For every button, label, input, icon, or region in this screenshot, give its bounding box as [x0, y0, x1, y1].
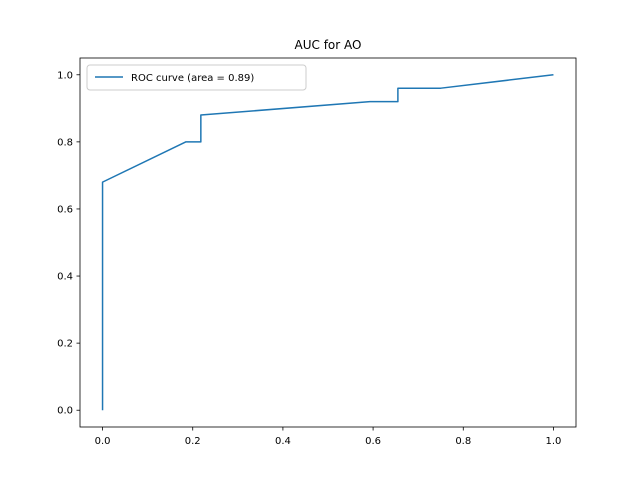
x-tick-label: 0.6: [365, 436, 381, 447]
legend-box: [86, 64, 307, 91]
legend: ROC curve (area = 0.89): [86, 64, 307, 91]
x-tick-label: 0.0: [95, 436, 111, 447]
x-tick-label: 0.8: [455, 436, 471, 447]
y-tick-label: 0.4: [57, 272, 73, 283]
x-tick-label: 0.4: [275, 436, 291, 447]
x-axis: 0.0 0.2 0.4 0.6 0.8 1.0: [95, 427, 562, 447]
y-tick-label: 0.8: [57, 137, 73, 148]
series-line-0: [101, 74, 554, 411]
y-tick-label: 0.6: [57, 204, 73, 215]
axes-frame: [79, 57, 577, 428]
y-axis: 0.0 0.2 0.4 0.6 0.8 1.0: [57, 70, 80, 417]
legend-label-roc-curve: ROC curve (area = 0.89): [131, 73, 254, 84]
series-layer: [101, 74, 554, 411]
chart-title: AUC for AO: [295, 38, 362, 52]
x-tick-label: 0.2: [185, 436, 201, 447]
y-tick-label: 1.0: [57, 70, 73, 81]
y-tick-label: 0.0: [57, 406, 73, 417]
y-tick-label: 0.2: [57, 339, 73, 350]
x-tick-label: 1.0: [546, 436, 562, 447]
plot-area: [79, 57, 577, 428]
